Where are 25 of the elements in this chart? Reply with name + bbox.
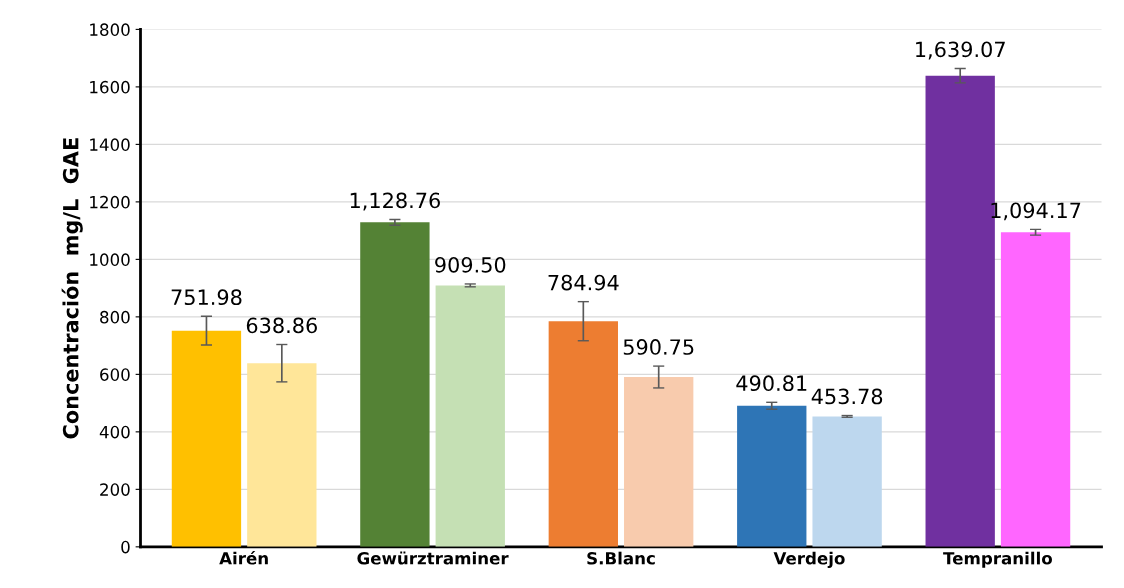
data-label: 638.86 [246,317,317,334]
y-tick-label: 1000 [90,253,130,266]
data-label: 1,128.76 [350,192,440,211]
x-tick-label: S.Blanc [587,551,655,565]
data-label: 1,639.07 [916,41,1005,60]
y-tick-label: 1600 [90,80,130,94]
y-tick-label: 800 [100,310,130,324]
data-label: 909.50 [435,256,506,273]
y-tick-label: 1400 [90,138,130,151]
y-tick-label: 200 [100,483,130,496]
y-tick-label: 1800 [90,23,130,36]
y-tick-label: 400 [99,425,130,439]
y-tick-label: 0 [121,540,130,554]
x-tick-label: Gewürztraminer [357,551,509,565]
x-tick-label: Airén [219,551,268,565]
y-tick-label: 1200 [90,195,130,209]
x-tick-label: Verdejo [773,551,845,568]
data-label: 751.98 [171,289,242,306]
x-tick-label: Tempranillo [943,551,1052,568]
data-label: 490.81 [736,375,807,392]
data-label: 453.78 [811,388,883,405]
data-label: 590.75 [623,339,694,355]
y-tick-label: 600 [100,368,130,381]
data-label: 784.94 [548,274,619,291]
y-axis-title: Concentración mg/L GAE [61,138,83,439]
